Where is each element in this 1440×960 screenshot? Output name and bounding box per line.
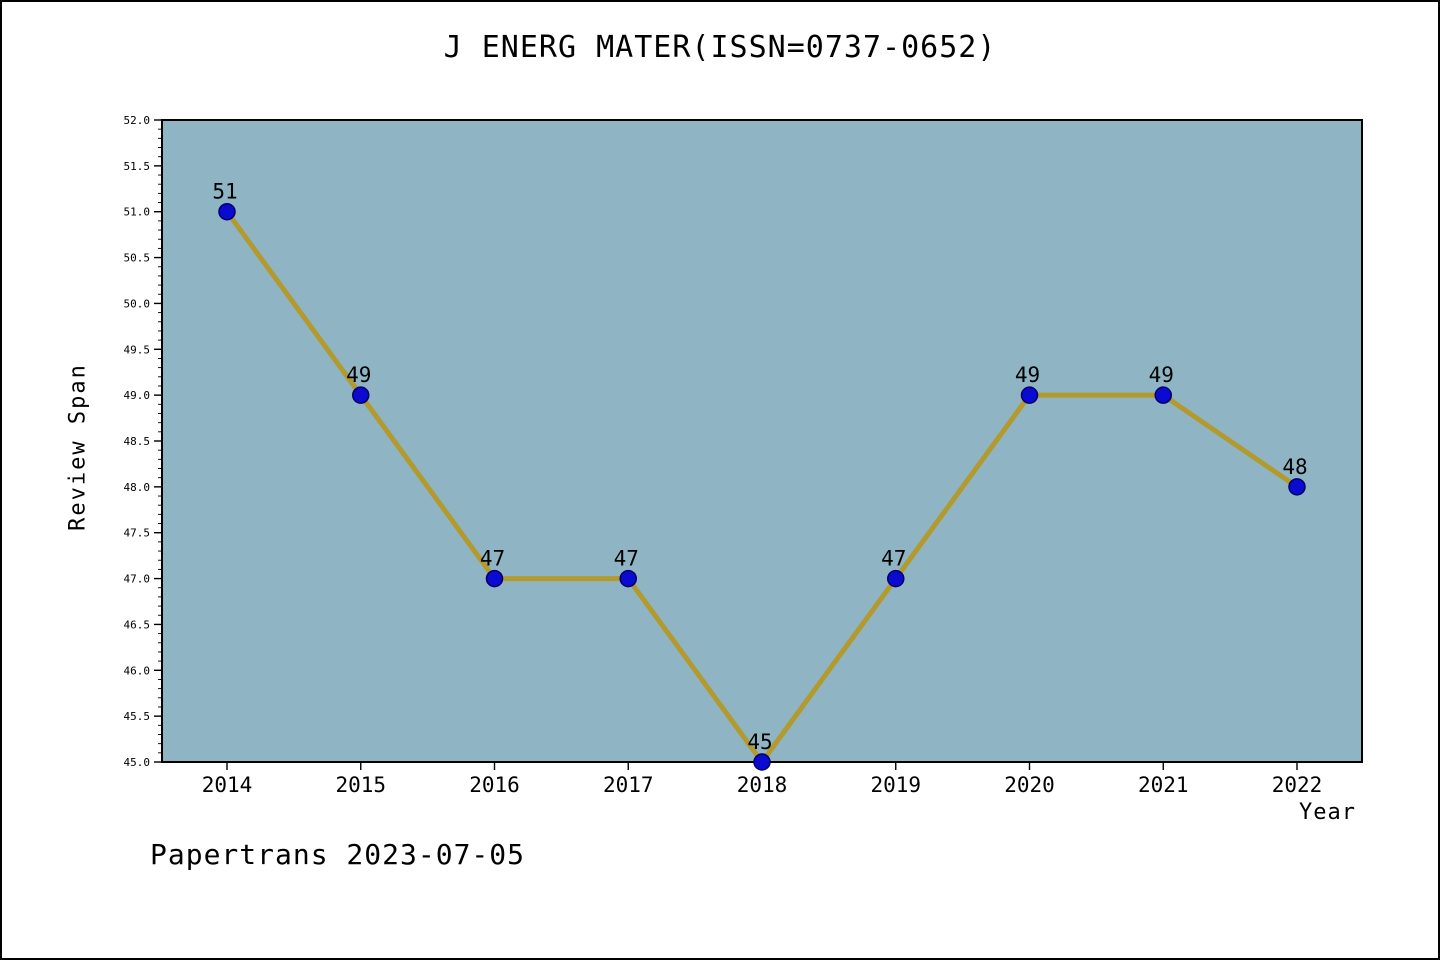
svg-text:51.5: 51.5 xyxy=(124,160,151,173)
svg-text:47: 47 xyxy=(480,547,505,571)
svg-text:49.5: 49.5 xyxy=(124,343,151,356)
svg-text:51: 51 xyxy=(212,180,237,204)
svg-text:49: 49 xyxy=(346,363,371,387)
svg-text:48.5: 48.5 xyxy=(124,435,151,448)
svg-text:52.0: 52.0 xyxy=(124,114,151,127)
svg-text:2020: 2020 xyxy=(1004,773,1055,797)
chart-title: J ENERG MATER(ISSN=0737-0652) xyxy=(443,30,997,65)
svg-text:2019: 2019 xyxy=(870,773,921,797)
svg-text:50.5: 50.5 xyxy=(124,252,151,265)
svg-text:45: 45 xyxy=(747,730,772,754)
svg-text:2022: 2022 xyxy=(1272,773,1323,797)
svg-text:2018: 2018 xyxy=(737,773,788,797)
svg-text:46.0: 46.0 xyxy=(124,664,151,677)
svg-text:47.0: 47.0 xyxy=(124,573,151,586)
svg-text:47: 47 xyxy=(881,547,906,571)
svg-text:2021: 2021 xyxy=(1138,773,1189,797)
svg-text:2015: 2015 xyxy=(335,773,386,797)
svg-text:48.0: 48.0 xyxy=(124,481,151,494)
svg-text:47.5: 47.5 xyxy=(124,527,151,540)
svg-text:45.0: 45.0 xyxy=(124,756,151,769)
svg-text:50.0: 50.0 xyxy=(124,297,151,310)
svg-text:49: 49 xyxy=(1149,363,1174,387)
svg-text:2016: 2016 xyxy=(469,773,520,797)
svg-text:48: 48 xyxy=(1282,455,1307,479)
svg-text:51.0: 51.0 xyxy=(124,206,151,219)
svg-text:46.5: 46.5 xyxy=(124,618,151,631)
svg-text:49.0: 49.0 xyxy=(124,389,151,402)
svg-text:2014: 2014 xyxy=(202,773,253,797)
watermark-text: Papertrans 2023-07-05 xyxy=(150,838,526,871)
svg-text:49: 49 xyxy=(1015,363,1040,387)
svg-text:2017: 2017 xyxy=(603,773,654,797)
svg-text:45.5: 45.5 xyxy=(124,710,151,723)
x-axis-label: Year xyxy=(1299,800,1356,825)
svg-text:47: 47 xyxy=(614,547,639,571)
